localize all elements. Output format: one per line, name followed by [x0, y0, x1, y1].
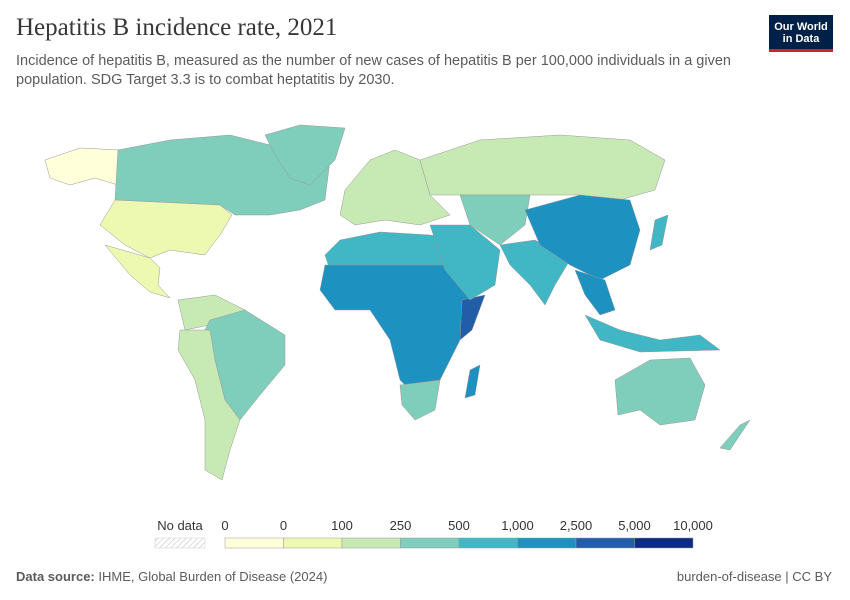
- legend-swatch: [400, 537, 460, 549]
- central-africa: [319, 264, 471, 396]
- japan: [649, 214, 669, 251]
- logo[interactable]: Our World in Data: [769, 15, 833, 52]
- new-zealand: [719, 419, 751, 451]
- indonesia: [584, 314, 721, 353]
- logo-line: in Data: [782, 33, 820, 45]
- title: Hepatitis B incidence rate, 2021: [16, 14, 338, 41]
- southern-africa: [399, 379, 441, 421]
- logo-line: Our World: [774, 21, 828, 33]
- no-data-label: No data: [157, 518, 203, 533]
- russia: [419, 134, 666, 201]
- source-text: IHME, Global Burden of Disease (2024): [98, 569, 328, 584]
- legend-label: 1,000: [501, 518, 534, 533]
- china: [524, 194, 641, 281]
- australia: [614, 357, 706, 426]
- subtitle: Incidence of hepatitis B, measured as th…: [16, 53, 731, 88]
- legend-swatch: [517, 537, 577, 549]
- source-label: Data source:: [16, 569, 95, 584]
- legend-swatch: [283, 537, 343, 549]
- legend: No data 0 0 100 250 500 1,000 2,500 5,000 10,000: [154, 518, 713, 549]
- central-asia: [459, 194, 531, 246]
- legend-swatch: [341, 537, 401, 549]
- south-america-south: [177, 329, 241, 481]
- greenland: [264, 124, 346, 186]
- legend-swatch: [575, 537, 635, 549]
- somalia: [459, 294, 486, 341]
- legend-label: 10,000: [673, 518, 713, 533]
- countries: [44, 124, 751, 481]
- legend-label: 0: [280, 518, 287, 533]
- license: burden-of-disease | CC BY: [676, 569, 832, 584]
- legend-swatch: [224, 537, 284, 549]
- legend-label: 0: [221, 518, 228, 533]
- mexico: [104, 244, 171, 299]
- southeast-asia: [574, 269, 616, 316]
- legend-swatch: [634, 537, 694, 549]
- source: Data source: IHME, Global Burden of Dise…: [16, 569, 327, 584]
- madagascar: [464, 364, 481, 399]
- legend-label: 500: [448, 518, 470, 533]
- usa: [99, 199, 233, 259]
- alaska: [44, 147, 121, 186]
- no-data-swatch: [154, 537, 206, 549]
- legend-label: 5,000: [618, 518, 651, 533]
- legend-label: 100: [331, 518, 353, 533]
- legend-label: 250: [390, 518, 412, 533]
- legend-swatch: [458, 537, 518, 549]
- legend-label: 2,500: [560, 518, 593, 533]
